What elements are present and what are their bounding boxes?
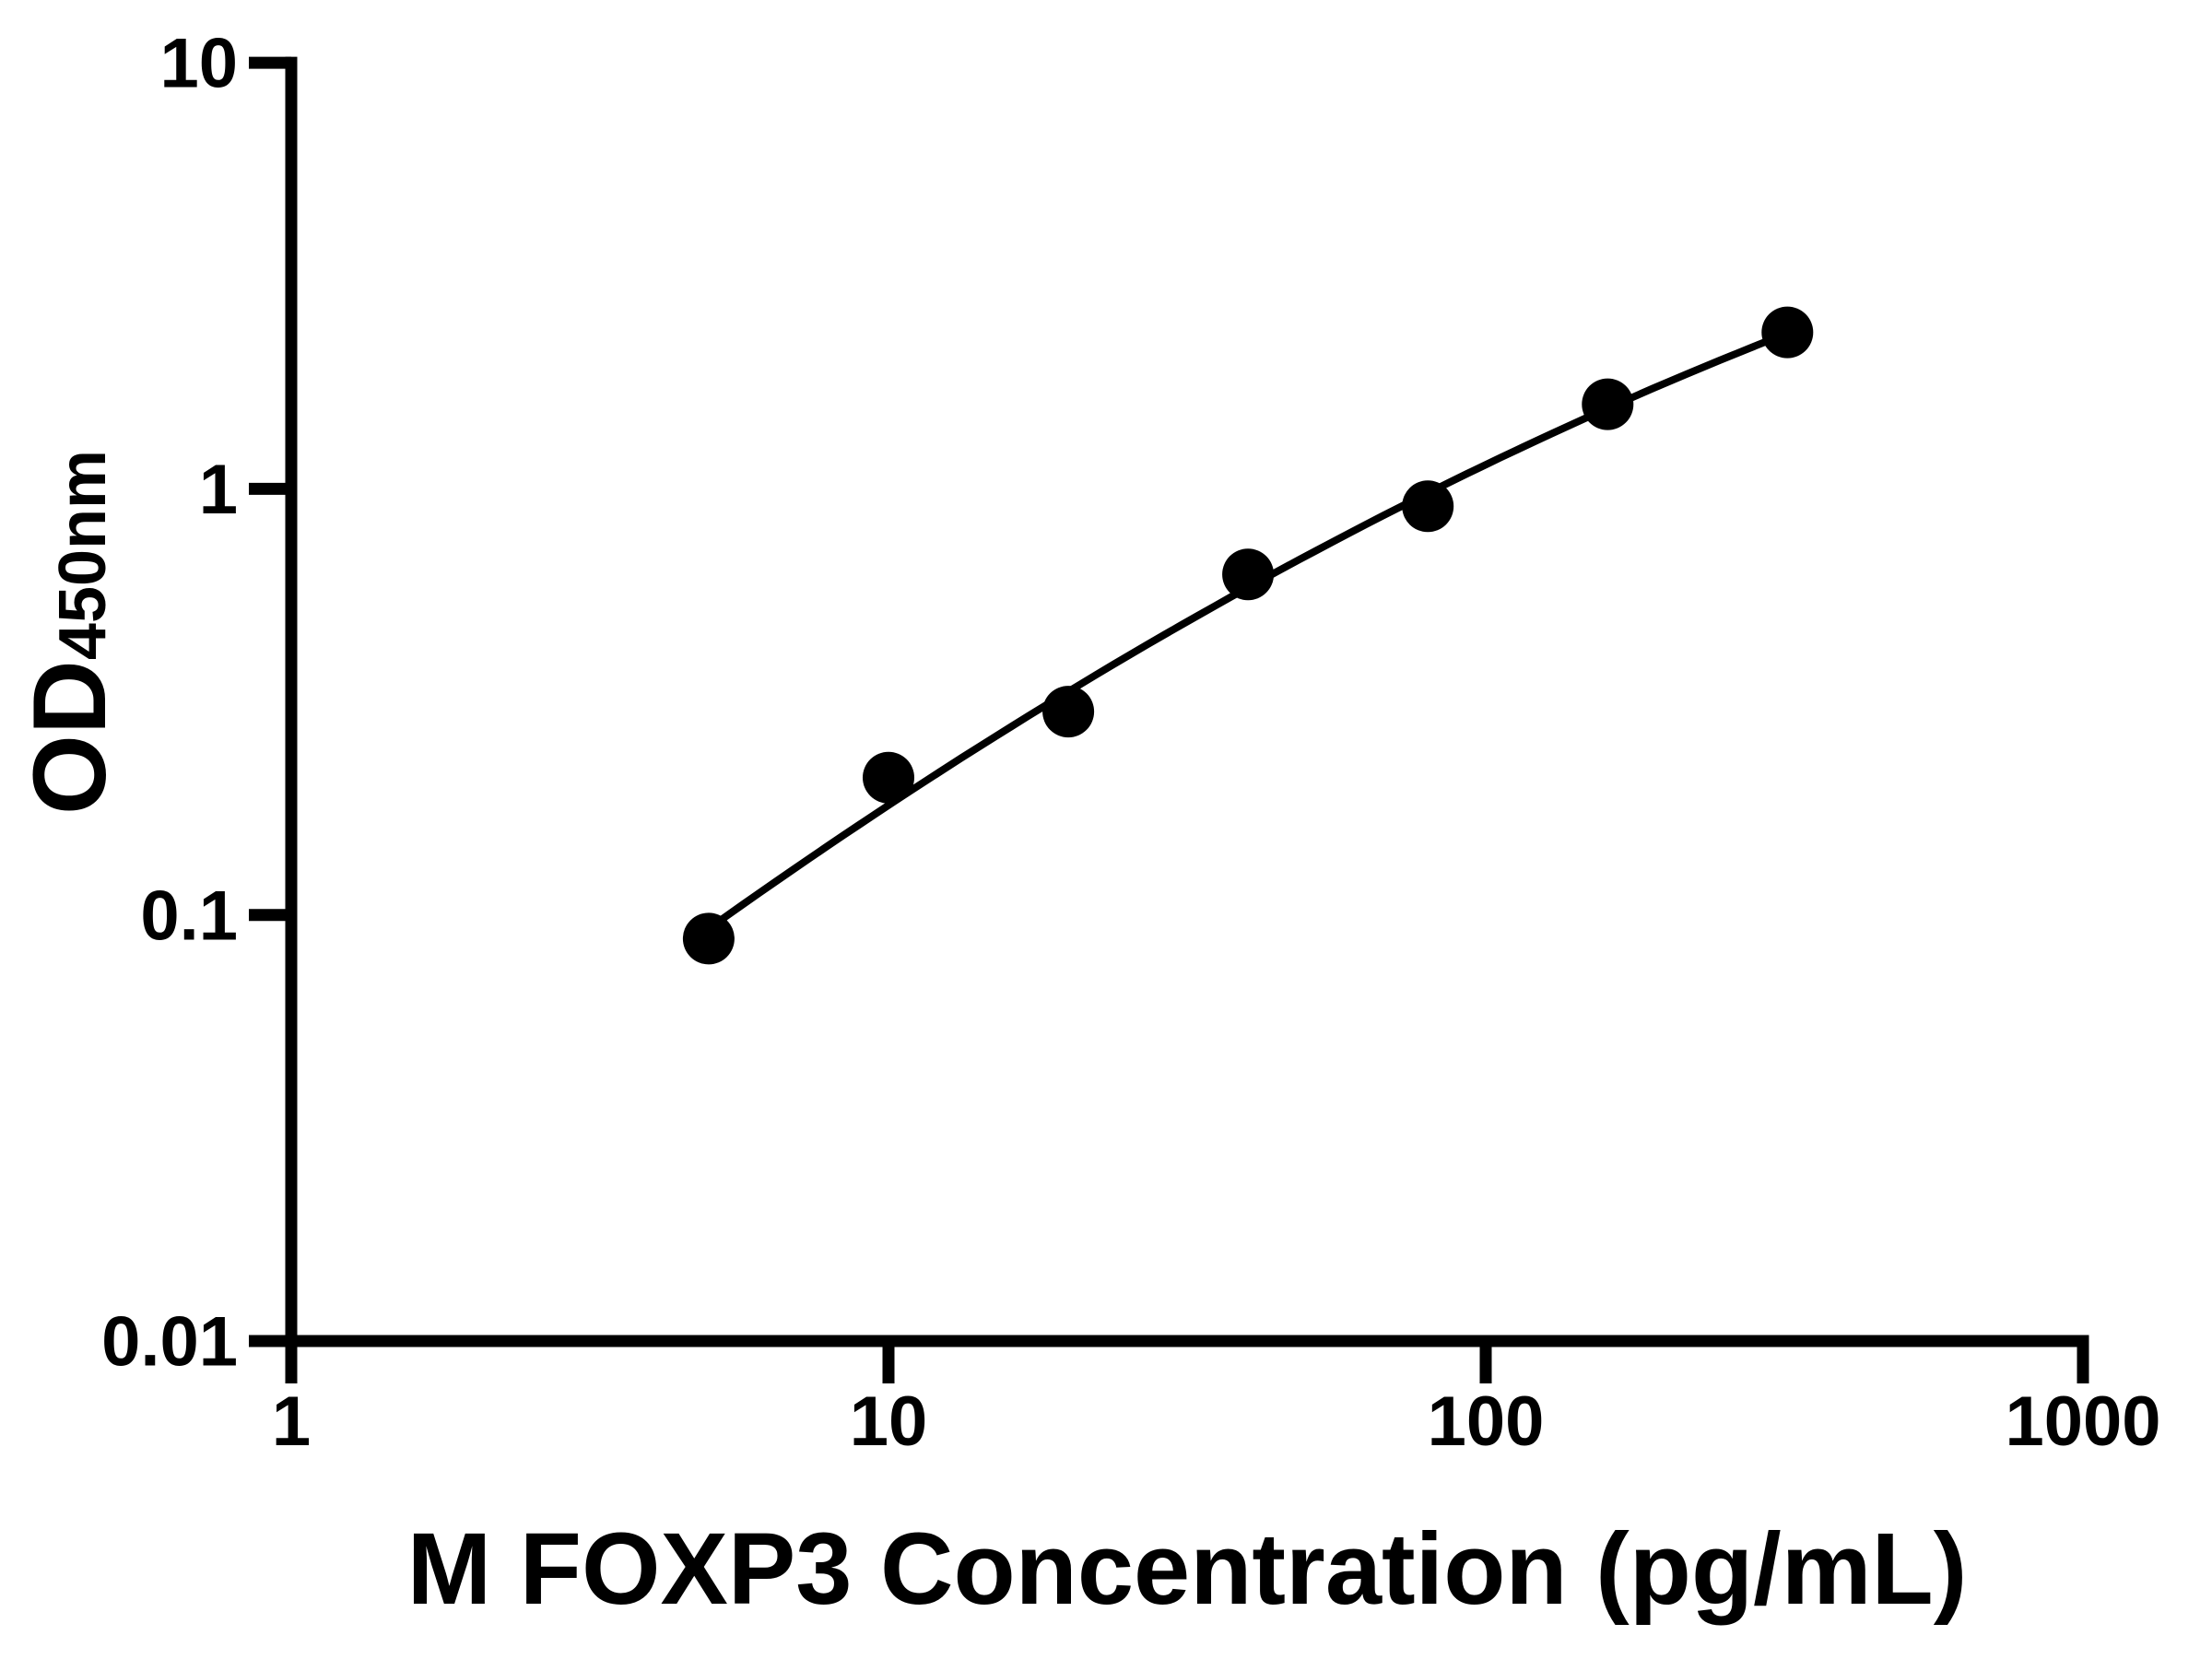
y-tick-label: 1 bbox=[199, 451, 238, 529]
data-point-layer bbox=[682, 306, 1814, 965]
y-axis: 10 1 0.1 0.01 bbox=[101, 25, 298, 1382]
data-point bbox=[1582, 378, 1634, 430]
y-tick-label: 0.01 bbox=[101, 1303, 238, 1382]
data-point bbox=[1402, 480, 1454, 533]
x-tick-label: 1 bbox=[272, 1382, 311, 1461]
data-point bbox=[1222, 548, 1275, 601]
y-tick-label: 0.1 bbox=[140, 877, 238, 955]
x-tick-label: 10 bbox=[850, 1382, 928, 1461]
y-axis-title-subscript: 450nm bbox=[46, 450, 120, 660]
y-tick-label: 10 bbox=[159, 25, 238, 103]
x-axis-title: M FOXP3 Concentration (pg/mL) bbox=[407, 1512, 1968, 1626]
data-point bbox=[863, 751, 914, 804]
x-axis: 1 10 100 1000 bbox=[272, 1335, 2161, 1461]
x-tick-label: 1000 bbox=[2005, 1382, 2160, 1461]
data-point bbox=[682, 912, 735, 965]
y-axis-title: OD450nm bbox=[12, 450, 127, 815]
data-point bbox=[1042, 686, 1095, 738]
x-tick-label: 100 bbox=[1428, 1382, 1545, 1461]
data-point bbox=[1761, 306, 1814, 359]
y-axis-title-main: OD bbox=[12, 660, 127, 815]
